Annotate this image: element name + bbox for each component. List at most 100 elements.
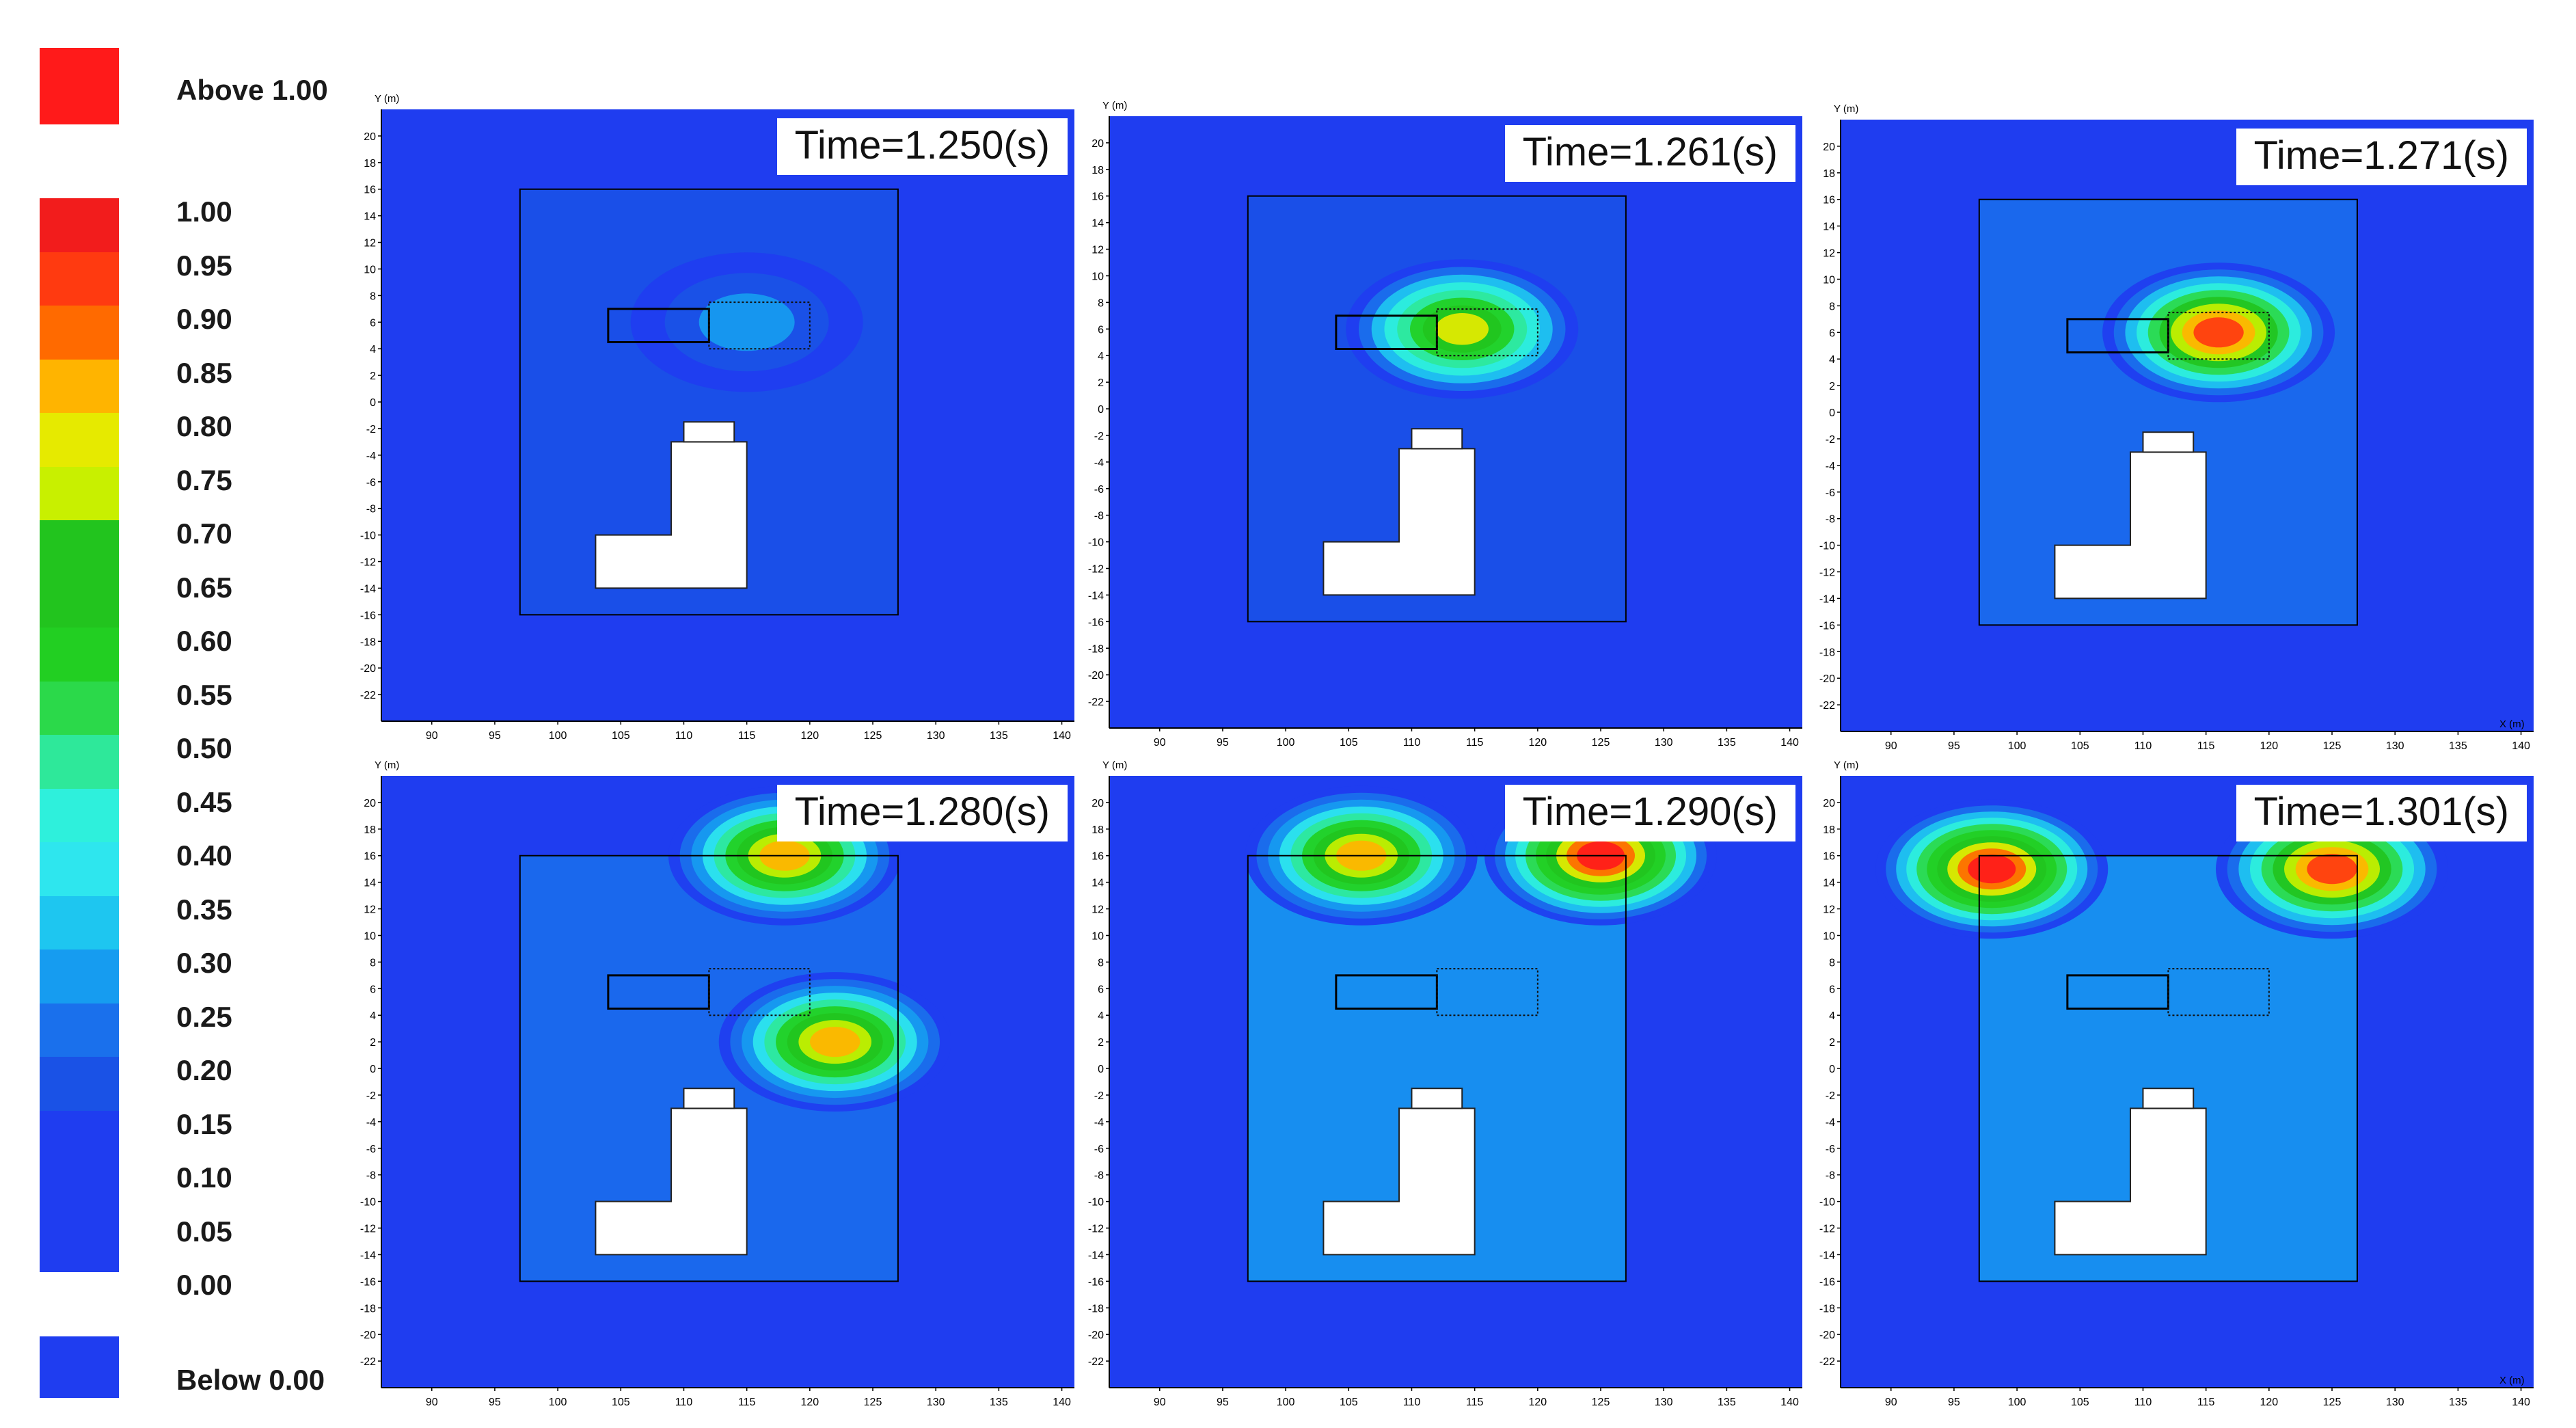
x-tick-label: 90 bbox=[1154, 1397, 1166, 1408]
x-tick-label: 125 bbox=[2323, 740, 2342, 752]
x-tick-label: 100 bbox=[1277, 1397, 1295, 1408]
y-tick-label: -20 bbox=[1088, 1330, 1104, 1341]
y-tick-label: 18 bbox=[1092, 824, 1104, 836]
y-tick-label: 4 bbox=[1829, 354, 1835, 366]
y-tick-label: 8 bbox=[1829, 957, 1835, 969]
y-tick-label: 12 bbox=[1092, 904, 1104, 916]
time-label: Time=1.290(s) bbox=[1504, 785, 1795, 841]
structure-block bbox=[2054, 451, 2207, 600]
y-tick-label: 12 bbox=[1823, 248, 1835, 260]
y-tick-label: 18 bbox=[1823, 824, 1835, 836]
legend-color-band bbox=[40, 574, 119, 628]
y-tick-label: -14 bbox=[1819, 593, 1835, 605]
y-tick-label: 20 bbox=[1823, 798, 1835, 809]
x-tick-label: 130 bbox=[1655, 737, 1673, 749]
plot-panel-6: 20 18 16 14 12 10 8 6 4 2 0 -2 -4 -6 -8 -10 -12 -14 -16 -18… bbox=[1808, 752, 2539, 1422]
x-tick-label: 130 bbox=[1655, 1397, 1673, 1408]
y-tick-label: -22 bbox=[360, 1356, 376, 1368]
legend-level-label: 0.50 bbox=[176, 732, 232, 764]
domain-outline bbox=[1978, 198, 2358, 626]
y-tick-label: -22 bbox=[360, 690, 376, 701]
structure-block bbox=[2054, 1107, 2207, 1256]
y-tick-label: 4 bbox=[1829, 1010, 1835, 1022]
y-tick-label: -8 bbox=[1826, 1170, 1835, 1182]
y-tick-label: -12 bbox=[360, 1224, 376, 1235]
y-tick-label: 8 bbox=[370, 957, 376, 969]
y-tick-label: 14 bbox=[364, 211, 376, 223]
time-label: Time=1.271(s) bbox=[2236, 129, 2527, 185]
x-tick-label: 105 bbox=[2071, 1397, 2089, 1408]
x-tick-label: 110 bbox=[2134, 1397, 2152, 1408]
legend-level-label: 0.95 bbox=[176, 249, 232, 282]
x-tick-label: 125 bbox=[2323, 1397, 2342, 1408]
y-tick-label: 6 bbox=[1829, 984, 1835, 995]
y-tick-label: 18 bbox=[1092, 165, 1104, 176]
time-label: Time=1.250(s) bbox=[776, 118, 1068, 175]
y-tick-label: -2 bbox=[1826, 434, 1835, 446]
y-tick-label: -10 bbox=[1819, 1197, 1835, 1209]
time-label: Time=1.261(s) bbox=[1504, 125, 1795, 182]
plot-svg: 20181614121086420-2-4-6-8-10-12-14-16-18… bbox=[1088, 100, 1802, 749]
legend-color-band bbox=[40, 1003, 119, 1057]
y-tick-label: 10 bbox=[1823, 930, 1835, 942]
y-tick-label: -2 bbox=[1094, 431, 1104, 442]
y-tick-label: 12 bbox=[1092, 245, 1104, 256]
y-tick-label: 14 bbox=[1092, 218, 1104, 230]
y-tick-label: 0 bbox=[370, 1064, 376, 1075]
legend-level-label: 1.00 bbox=[176, 196, 232, 228]
y-tick-label: -16 bbox=[360, 1276, 376, 1288]
legend-level-label: 0.00 bbox=[176, 1269, 232, 1301]
y-tick-label: -18 bbox=[360, 1303, 376, 1315]
y-tick-label: 0 bbox=[1829, 1064, 1835, 1075]
y-tick-label: -8 bbox=[1094, 1170, 1104, 1182]
x-tick-label: 140 bbox=[1053, 730, 1071, 742]
x-tick-label: 115 bbox=[1466, 737, 1484, 749]
y-tick-label: 18 bbox=[364, 824, 376, 836]
x-tick-label: 100 bbox=[549, 730, 567, 742]
plot-svg: 20181614121086420-2-4-6-8-10-12-14-16-18… bbox=[1819, 103, 2534, 752]
y-tick-label: -12 bbox=[1088, 564, 1104, 576]
y-tick-label: -8 bbox=[1826, 514, 1835, 526]
y-tick-label: -14 bbox=[360, 1250, 376, 1261]
x-tick-label: 120 bbox=[2260, 1397, 2278, 1408]
contour-band bbox=[2307, 854, 2357, 885]
x-tick-label: 140 bbox=[1053, 1397, 1071, 1408]
x-tick-label: 90 bbox=[1885, 740, 1897, 752]
legend-color-band bbox=[40, 359, 119, 414]
legend-color-band bbox=[40, 466, 119, 521]
x-tick-label: 90 bbox=[426, 1397, 438, 1408]
vent-grid-right bbox=[2167, 968, 2270, 1016]
legend-color-band bbox=[40, 628, 119, 682]
y-tick-label: 0 bbox=[1098, 404, 1104, 416]
legend-level-label: 0.40 bbox=[176, 839, 232, 872]
y-tick-label: 20 bbox=[1092, 798, 1104, 809]
y-axis-label: Y (m) bbox=[1834, 759, 1858, 771]
structure-cap bbox=[1411, 1088, 1463, 1109]
x-tick-label: 95 bbox=[489, 1397, 501, 1408]
legend-color-band bbox=[40, 735, 119, 790]
x-tick-label: 130 bbox=[2386, 740, 2404, 752]
y-axis-label: Y (m) bbox=[1102, 759, 1127, 771]
plot-panel-4: 20 18 16 14 12 10 8 6 4 2 0 -2 -4 -6 -8 -10 -12 -14 -16 -18… bbox=[349, 752, 1080, 1422]
y-tick-label: 12 bbox=[1823, 904, 1835, 916]
y-tick-label: -20 bbox=[1819, 1330, 1835, 1341]
structure-block bbox=[595, 1107, 748, 1256]
y-tick-label: 8 bbox=[1829, 301, 1835, 312]
x-tick-label: 140 bbox=[1780, 1397, 1799, 1408]
structure-cap bbox=[683, 421, 735, 443]
y-tick-label: -20 bbox=[360, 1330, 376, 1341]
x-tick-label: 115 bbox=[738, 730, 756, 742]
structure-cap bbox=[683, 1088, 735, 1109]
legend-level-label: 0.55 bbox=[176, 678, 232, 711]
legend-color-band bbox=[40, 681, 119, 736]
y-tick-label: 6 bbox=[1098, 324, 1104, 336]
y-tick-label: -2 bbox=[366, 424, 376, 435]
y-tick-label: -20 bbox=[1088, 670, 1104, 682]
structure-cap bbox=[2142, 1088, 2195, 1109]
vent-grid-right bbox=[2167, 312, 2270, 360]
x-tick-label: 110 bbox=[675, 730, 693, 742]
x-tick-label: 110 bbox=[675, 1397, 693, 1408]
y-tick-label: 12 bbox=[364, 238, 376, 250]
x-tick-label: 140 bbox=[1780, 737, 1799, 749]
y-tick-label: 20 bbox=[364, 131, 376, 143]
